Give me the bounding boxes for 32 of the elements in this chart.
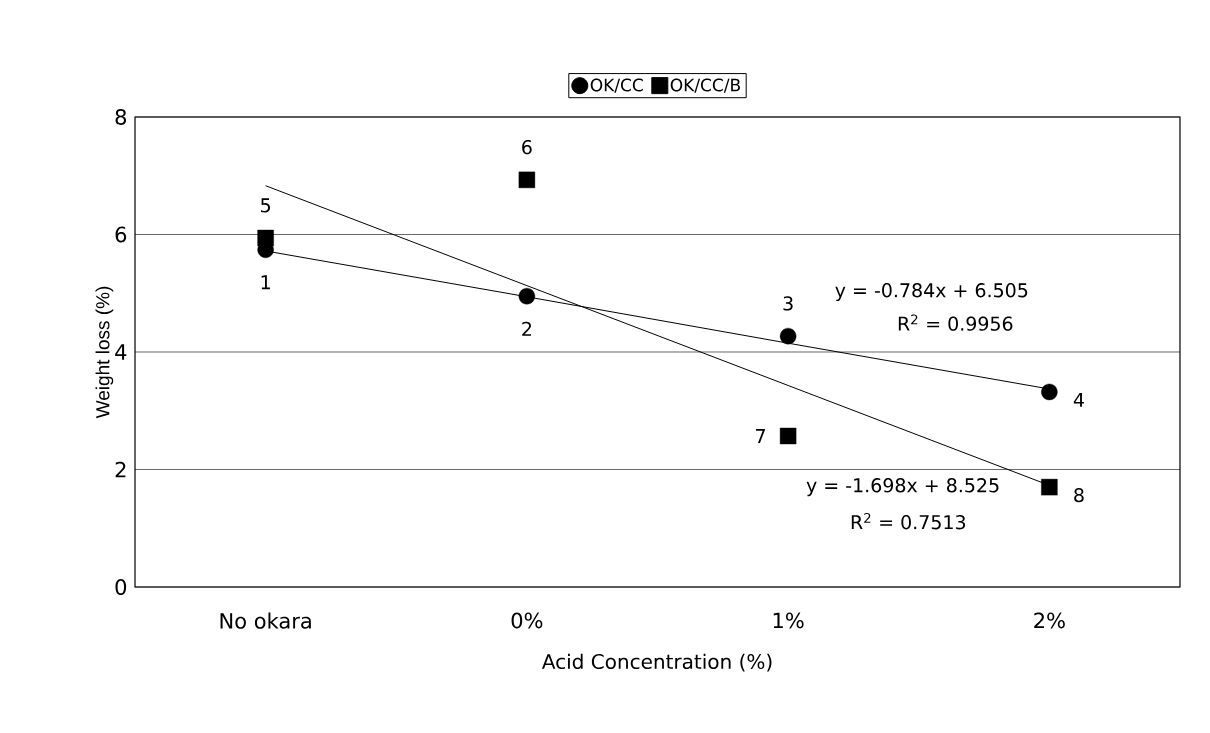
y-tick-label: 0	[115, 579, 127, 595]
x-tick-label: 1%	[773, 612, 804, 629]
annotation: 4	[1073, 393, 1084, 407]
annotation: 7	[756, 429, 765, 443]
x-tick-label: No okara	[220, 612, 311, 629]
annotation: 2	[522, 321, 532, 336]
annotation: R$^{2}$ = 0.9956	[898, 314, 1013, 331]
point	[518, 171, 536, 189]
annotation: 3	[783, 296, 793, 311]
annotation: 1	[261, 275, 270, 290]
y-tick-label: 2	[115, 461, 126, 478]
x-tick-label: 0%	[511, 612, 543, 629]
annotation: 6	[522, 139, 532, 155]
y-tick-label: 8	[115, 109, 127, 125]
x-axis-title: Acid Concentration (%)	[541, 653, 772, 672]
point	[779, 327, 797, 345]
y-tick-label: 6	[115, 226, 127, 243]
annotation: 5	[261, 198, 271, 213]
annotation: y = -0.784x + 6.505	[835, 283, 1028, 302]
annotation: 8	[1074, 487, 1084, 503]
legend-label: OK/CC/B	[670, 78, 740, 93]
point	[257, 229, 274, 247]
annotation: y = -1.698x + 8.525	[806, 478, 999, 497]
y-tick-label: 4	[115, 344, 127, 360]
annotation: R$^{2}$ = 0.7513	[851, 512, 966, 530]
point	[518, 287, 536, 305]
y-axis-title: Weight loss (%)	[95, 286, 114, 419]
legend-label: OK/CC	[590, 78, 643, 93]
point	[1041, 383, 1058, 401]
point	[779, 427, 797, 445]
point	[1041, 478, 1058, 496]
x-tick-label: 2%	[1034, 612, 1065, 629]
